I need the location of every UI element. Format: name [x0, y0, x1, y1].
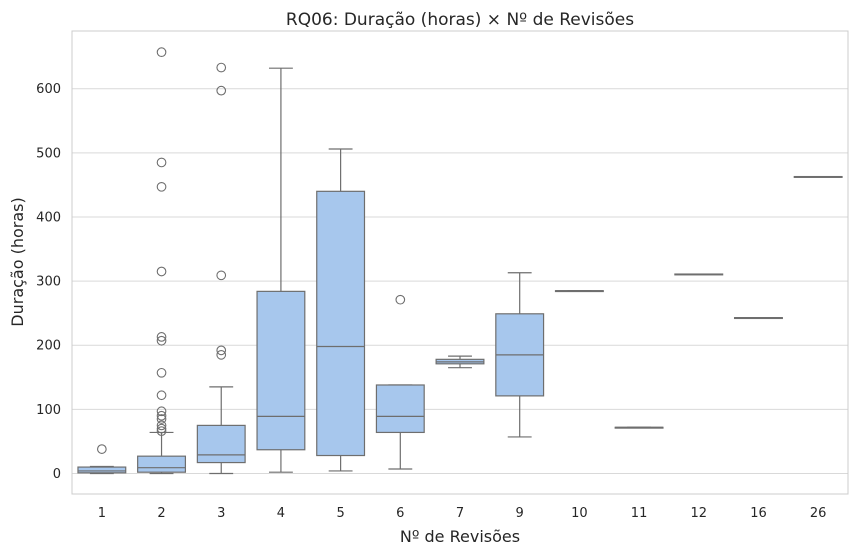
outlier-point	[156, 332, 167, 342]
y-tick-label: 600	[36, 82, 61, 97]
iqr-box	[375, 384, 425, 434]
y-tick-label: 300	[36, 275, 61, 290]
box-11	[614, 426, 664, 429]
x-tick-label: 5	[336, 506, 344, 521]
y-axis-label: Duração (horas)	[8, 197, 27, 326]
y-tick-label: 500	[36, 146, 61, 161]
box-16	[733, 317, 783, 320]
x-tick-labels: 1 2 3 4 5 6 7 9 10 11 12 16 26	[98, 506, 827, 521]
outlier-point	[156, 410, 167, 421]
box-26	[793, 175, 843, 178]
box-9	[495, 272, 545, 438]
chart-title: RQ06: Duração (horas) × Nº de Revisões	[286, 10, 634, 30]
outlier-point	[156, 335, 167, 346]
outlier-point	[156, 423, 167, 434]
outlier-point	[216, 349, 227, 360]
y-tick-labels: 0 100 200 300 400 500 600	[36, 82, 61, 482]
box-7	[435, 355, 485, 369]
y-tick-label: 400	[36, 210, 61, 225]
x-tick-label: 6	[396, 506, 404, 521]
box-5	[316, 148, 366, 472]
boxes-layer	[77, 47, 843, 475]
box-4	[256, 67, 306, 473]
outlier-point	[156, 390, 167, 401]
outlier-point	[156, 426, 167, 437]
outlier-point	[156, 157, 167, 168]
iqr-box	[196, 424, 246, 464]
box-3	[196, 62, 246, 475]
outlier-point	[156, 181, 167, 192]
x-tick-label: 12	[690, 506, 707, 521]
x-tick-label: 11	[631, 506, 648, 521]
x-tick-label: 1	[98, 506, 106, 521]
x-tick-label: 7	[456, 506, 464, 521]
outlier-point	[216, 270, 227, 281]
outlier-point	[156, 47, 167, 58]
outlier-point	[156, 266, 167, 277]
x-tick-label: 26	[810, 506, 827, 521]
outlier-point	[156, 367, 167, 378]
x-tick-label: 10	[571, 506, 588, 521]
x-tick-label: 3	[217, 506, 225, 521]
box-1	[77, 444, 127, 475]
x-tick-label: 4	[277, 506, 285, 521]
x-tick-label: 9	[516, 506, 524, 521]
y-tick-label: 200	[36, 339, 61, 354]
outlier-point	[156, 414, 167, 424]
outlier-point	[216, 85, 227, 96]
box-12	[674, 273, 724, 276]
plot-frame	[71, 30, 849, 495]
box-10	[554, 290, 604, 293]
box-2	[137, 47, 187, 475]
iqr-box	[316, 190, 366, 457]
x-axis-label: Nº de Revisões	[400, 527, 520, 546]
outlier-point	[96, 444, 107, 454]
outlier-point	[156, 420, 167, 431]
x-tick-label: 16	[750, 506, 767, 521]
outlier-point	[216, 62, 227, 73]
x-tick-label: 2	[157, 506, 165, 521]
grid-lines	[72, 88, 848, 474]
outlier-point	[156, 406, 167, 417]
outlier-point	[395, 294, 406, 305]
y-tick-label: 100	[36, 403, 61, 418]
iqr-box	[256, 290, 306, 451]
y-tick-label: 0	[53, 467, 61, 482]
iqr-box	[137, 455, 187, 473]
box-6	[375, 294, 425, 470]
iqr-box	[77, 466, 127, 474]
outlier-point	[216, 345, 227, 356]
